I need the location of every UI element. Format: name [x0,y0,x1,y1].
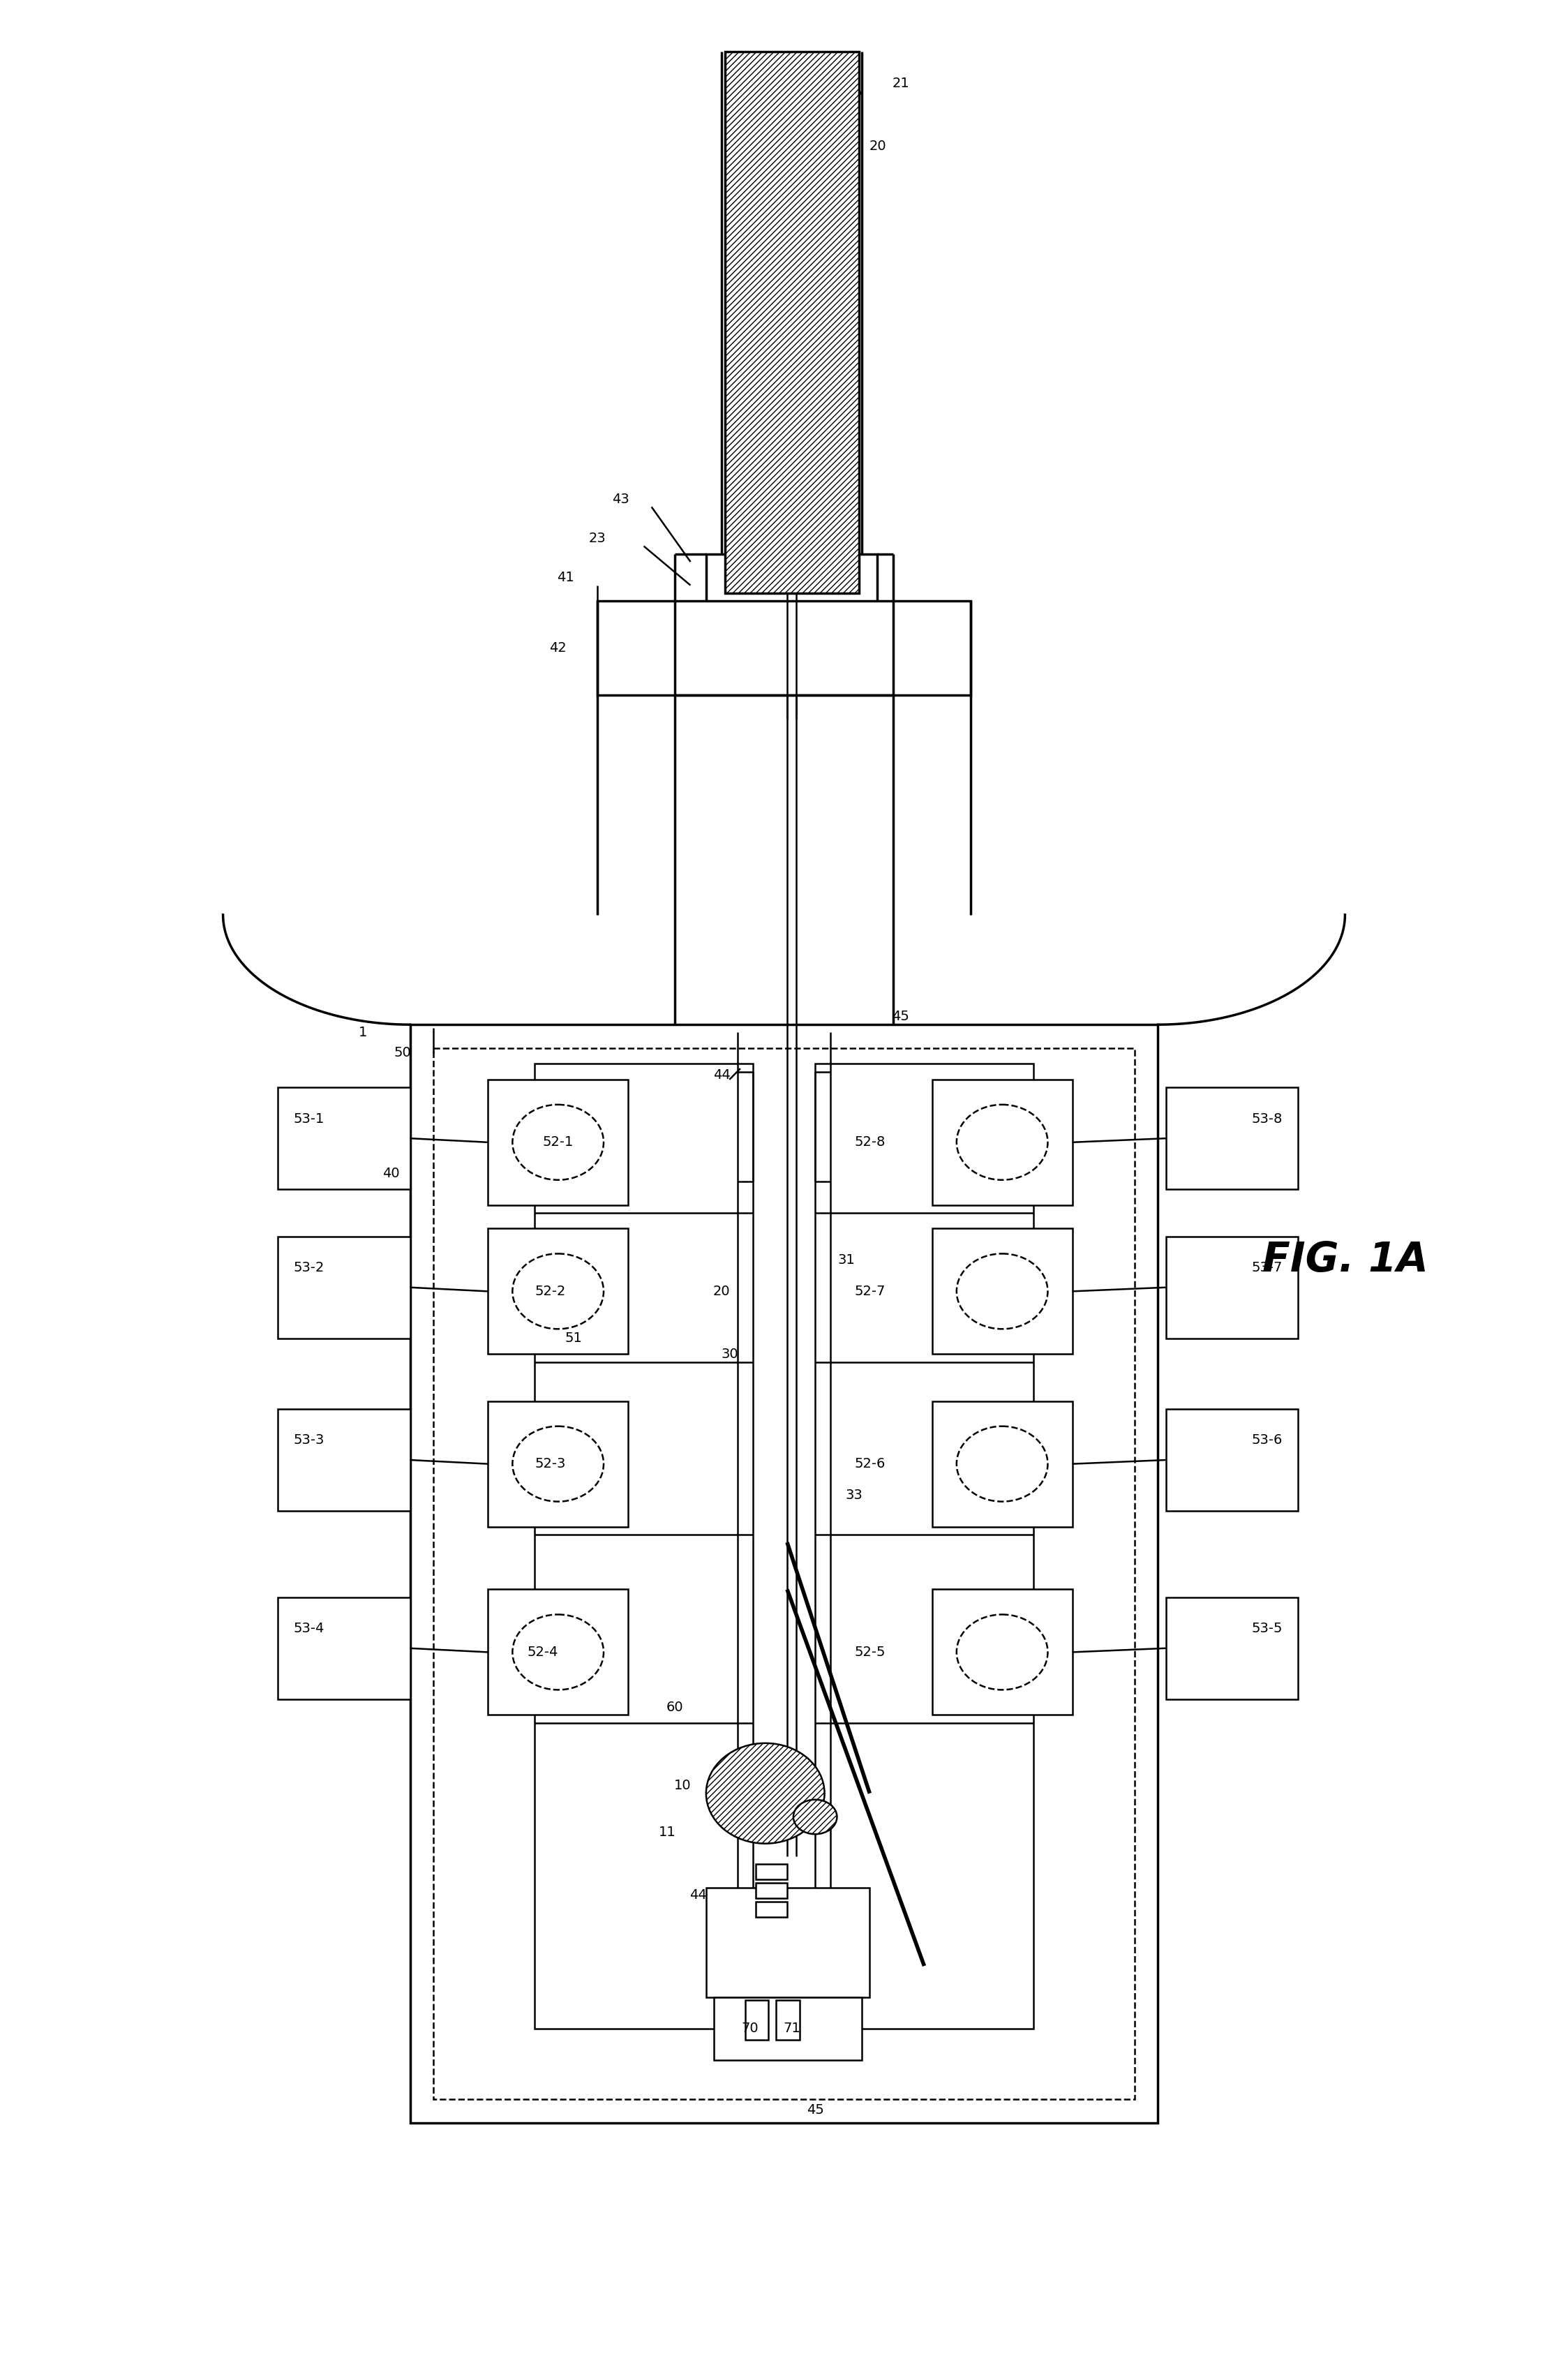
Ellipse shape [706,1744,825,1843]
Text: 53-5: 53-5 [1251,1621,1283,1635]
Bar [776,2001,800,2039]
Text: 53-4: 53-4 [293,1621,325,1635]
Ellipse shape [956,1427,1047,1501]
Bar [756,1864,787,1879]
Ellipse shape [513,1427,604,1501]
Text: 20: 20 [869,139,886,154]
Ellipse shape [513,1614,604,1690]
Text: 10: 10 [674,1779,691,1791]
Bar [713,1997,862,2061]
Bar [1165,1087,1298,1189]
Text: 53-2: 53-2 [293,1262,325,1274]
Bar [931,1590,1073,1716]
Text: 51: 51 [564,1333,582,1345]
Bar [706,1888,870,1997]
Text: 23: 23 [588,532,605,546]
Bar [488,1590,629,1716]
Bar [931,1080,1073,1205]
Bar [931,1401,1073,1526]
Bar [724,52,859,593]
Text: 52-6: 52-6 [855,1458,886,1470]
Bar [706,553,878,664]
Text: 52-3: 52-3 [535,1458,566,1470]
Ellipse shape [956,1255,1047,1328]
Text: 20: 20 [713,1285,731,1297]
Ellipse shape [513,1104,604,1179]
Bar [278,1408,409,1510]
Text: 53-7: 53-7 [1251,1262,1283,1274]
Ellipse shape [956,1104,1047,1179]
Text: 70: 70 [742,2023,759,2035]
Text: 31: 31 [837,1252,855,1267]
Text: 53-1: 53-1 [293,1113,325,1125]
Bar [931,1229,1073,1354]
Bar [756,1883,787,1897]
Ellipse shape [956,1614,1047,1690]
Text: 44: 44 [713,1068,731,1082]
Text: 52-5: 52-5 [855,1645,886,1659]
Text: 11: 11 [659,1827,676,1838]
Text: 50: 50 [394,1047,411,1059]
Text: 45: 45 [892,1009,909,1023]
Bar [745,2001,768,2039]
Bar [756,1902,787,1916]
Text: 52-1: 52-1 [543,1137,574,1148]
Bar [488,1229,629,1354]
Bar [409,1026,1159,2122]
Bar [488,1401,629,1526]
Bar [278,1597,409,1699]
Text: 52-4: 52-4 [527,1645,558,1659]
Text: 45: 45 [806,2103,823,2117]
Text: 71: 71 [782,2023,800,2035]
Bar [815,1063,1033,2030]
Bar [597,600,971,695]
Text: 30: 30 [721,1347,739,1361]
Bar [278,1087,409,1189]
Text: 53-8: 53-8 [1251,1113,1283,1125]
Bar [433,1049,1135,2098]
Text: 52-7: 52-7 [855,1285,886,1297]
Bar [1165,1597,1298,1699]
Text: 52-8: 52-8 [855,1137,886,1148]
Text: 52-2: 52-2 [535,1285,566,1297]
Text: 53-6: 53-6 [1251,1434,1283,1446]
Text: 41: 41 [557,572,574,584]
Text: 21: 21 [892,76,909,90]
Text: 53-3: 53-3 [293,1434,325,1446]
Text: 1: 1 [359,1026,367,1040]
Ellipse shape [513,1255,604,1328]
Bar [488,1080,629,1205]
Text: 42: 42 [549,640,566,655]
Bar [278,1236,409,1337]
Ellipse shape [793,1801,837,1834]
Text: 40: 40 [383,1167,400,1179]
Text: FIG. 1A: FIG. 1A [1262,1241,1428,1281]
Text: 44: 44 [690,1888,707,1902]
Bar [1165,1236,1298,1337]
Text: 60: 60 [666,1701,684,1713]
Bar [535,1063,753,2030]
Text: 43: 43 [612,492,629,506]
Text: 33: 33 [845,1489,862,1503]
Bar [1165,1408,1298,1510]
